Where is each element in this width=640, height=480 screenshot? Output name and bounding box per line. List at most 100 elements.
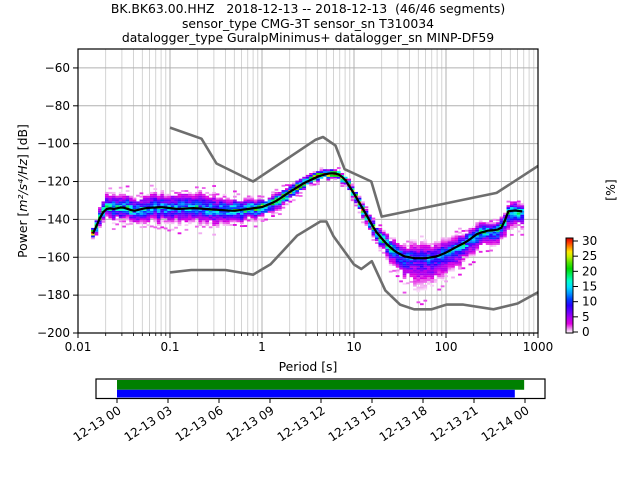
ppsd-cell	[388, 248, 393, 251]
ppsd-cell	[122, 203, 126, 206]
ppsd-cell	[163, 208, 168, 211]
ppsd-cell	[198, 222, 203, 225]
ppsd-cell	[482, 222, 487, 225]
ppsd-cell	[91, 227, 95, 230]
ppsd-cell	[125, 185, 130, 188]
ppsd-cell	[451, 241, 455, 244]
ppsd-cell	[201, 203, 206, 206]
ppsd-cell	[489, 233, 493, 236]
ppsd-cell	[305, 178, 310, 181]
ppsd-cell	[260, 216, 265, 219]
ppsd-cell	[274, 208, 279, 211]
y-tick-label: −140	[37, 212, 70, 226]
ppsd-cell	[167, 199, 171, 202]
ppsd-cell	[520, 220, 525, 223]
ppsd-cell	[291, 182, 296, 185]
ppsd-cell	[381, 243, 386, 245]
ppsd-cell	[513, 205, 518, 208]
ppsd-cell	[291, 184, 296, 187]
ppsd-cell	[506, 227, 511, 230]
ppsd-cell	[125, 212, 130, 215]
ppsd-cell	[399, 265, 403, 268]
ppsd-cell	[440, 246, 445, 249]
ppsd-cell	[188, 195, 192, 198]
ppsd-cell	[163, 197, 168, 200]
ppsd-cell	[516, 203, 521, 206]
ppsd-cell	[499, 222, 504, 225]
ppsd-cell	[419, 254, 424, 257]
ppsd-cell	[163, 195, 168, 198]
ppsd-cell	[208, 214, 213, 217]
ppsd-cell	[170, 218, 175, 221]
ppsd-cell	[371, 233, 376, 236]
ppsd-cell	[368, 214, 372, 217]
ppsd-cell	[111, 214, 116, 217]
ppsd-cell	[416, 273, 421, 276]
ppsd-cell	[243, 210, 248, 213]
ppsd-cell	[115, 205, 120, 208]
ppsd-cell	[104, 195, 109, 198]
ppsd-cell	[426, 267, 431, 270]
ppsd-cell	[170, 214, 175, 217]
ppsd-cell	[174, 212, 178, 215]
ppsd-cell	[250, 216, 255, 219]
ppsd-cell	[416, 271, 421, 274]
ppsd-cell	[167, 214, 171, 217]
ppsd-cell	[177, 216, 182, 219]
ppsd-cell	[478, 241, 483, 244]
ppsd-cell	[149, 214, 154, 217]
ppsd-cell	[395, 265, 400, 268]
ppsd-cell	[160, 210, 165, 213]
ppsd-cell	[246, 219, 251, 222]
ppsd-cell	[205, 218, 210, 221]
ppsd-cell	[388, 258, 393, 261]
ppsd-cell	[513, 224, 518, 227]
ppsd-cell	[243, 201, 248, 204]
ppsd-cell	[496, 243, 500, 245]
ppsd-cell	[423, 246, 428, 249]
ppsd-cell	[108, 216, 113, 219]
ppsd-cell	[510, 226, 514, 228]
ppsd-cell	[437, 248, 442, 251]
ppsd-cell	[510, 222, 514, 225]
ppsd-cell	[219, 205, 223, 208]
ppsd-cell	[153, 195, 158, 198]
ppsd-cell	[143, 218, 147, 221]
ppsd-cell	[125, 214, 130, 217]
x-tick-label: 0.1	[160, 340, 179, 354]
ppsd-cell	[115, 214, 120, 217]
ppsd-cell	[364, 222, 369, 225]
ppsd-cell	[312, 171, 317, 174]
ppsd-cell	[510, 233, 514, 236]
ppsd-cell	[489, 243, 493, 245]
ppsd-cell	[129, 210, 133, 213]
ppsd-cell	[219, 214, 223, 217]
ppsd-cell	[181, 218, 185, 221]
ppsd-cell	[274, 195, 279, 198]
ppsd-cell	[444, 243, 448, 245]
ppsd-cell	[516, 214, 521, 217]
ppsd-cell	[419, 248, 424, 251]
ppsd-cell	[149, 203, 154, 206]
ppsd-cell	[475, 237, 480, 240]
ppsd-cell	[447, 260, 452, 262]
ppsd-cell	[233, 214, 237, 217]
ppsd-cell	[236, 210, 241, 213]
ppsd-cell	[426, 263, 431, 266]
ppsd-cell	[385, 248, 390, 251]
ppsd-cell	[492, 233, 497, 236]
ppsd-cell	[482, 239, 487, 242]
ppsd-cell	[149, 208, 154, 211]
ppsd-cell	[471, 254, 476, 257]
ppsd-cell	[288, 200, 293, 203]
ppsd-cell	[170, 216, 175, 219]
ppsd-cell	[336, 167, 341, 169]
ppsd-cell	[416, 279, 421, 281]
ppsd-cell	[298, 180, 303, 183]
ppsd-cell	[143, 205, 147, 208]
ppsd-cell	[139, 210, 144, 213]
ppsd-cell	[461, 252, 466, 255]
ppsd-cell	[395, 256, 400, 259]
ppsd-cell	[430, 248, 435, 251]
ppsd-cell	[485, 243, 490, 245]
